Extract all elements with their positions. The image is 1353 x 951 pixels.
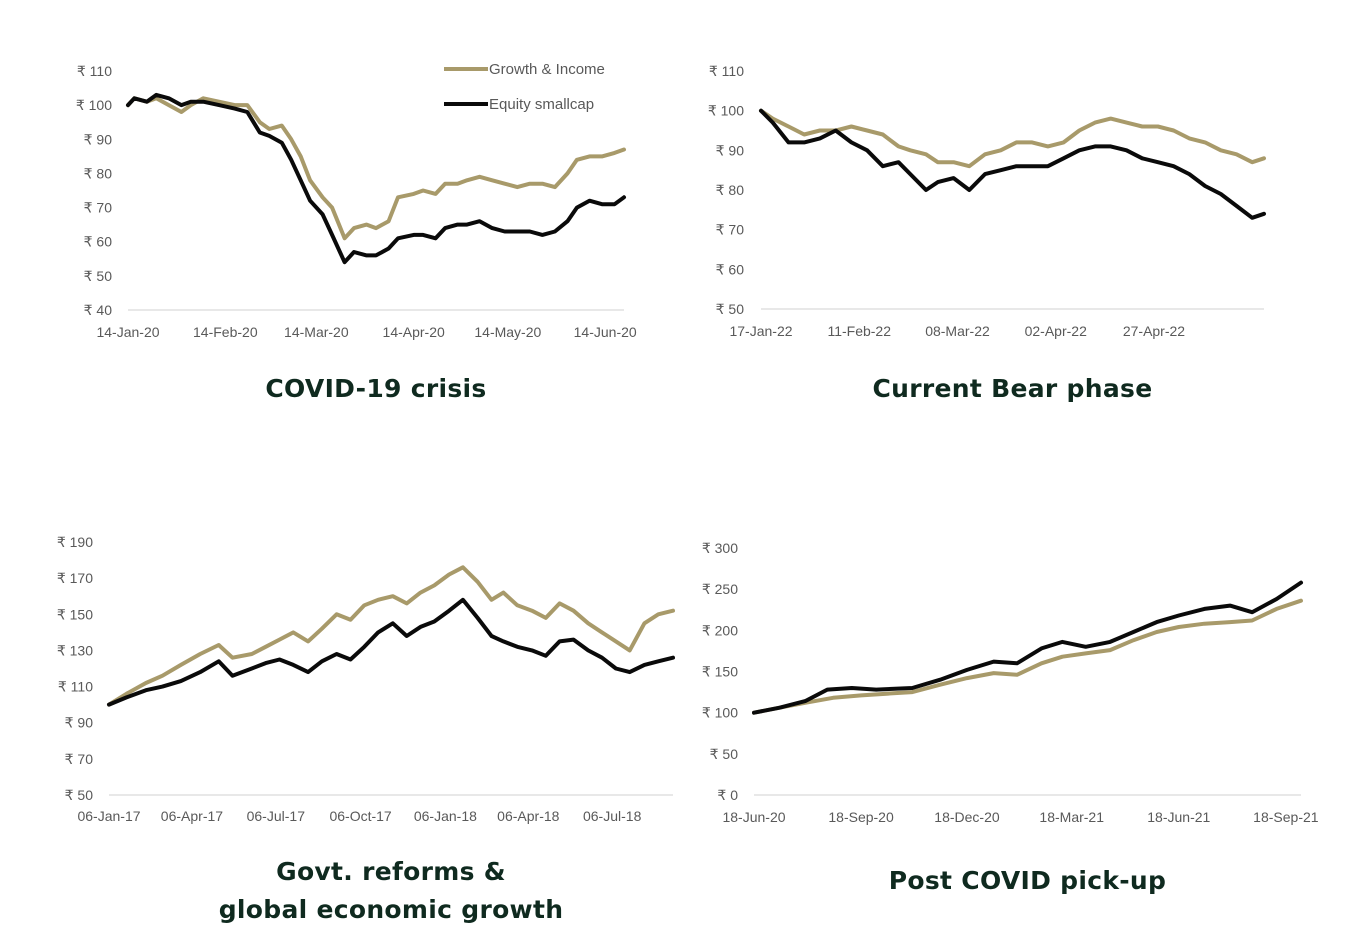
x-tick-label: 18-Mar-21 [1039,809,1104,825]
y-tick-label: ₹ 70 [65,751,94,767]
y-tick-label: ₹ 70 [84,200,113,216]
y-tick-label: ₹ 80 [716,182,745,198]
caption-line-1: Govt. reforms & [276,857,506,886]
y-tick-label: ₹ 150 [57,606,93,622]
series-line-equity-smallcap [759,108,1266,220]
legend-label: Equity smallcap [489,96,594,113]
x-tick-label: 11-Feb-22 [827,323,891,339]
series-line-equity-smallcap [752,580,1303,715]
y-tick-label: ₹ 90 [65,715,94,731]
y-tick-label: ₹ 110 [709,63,744,79]
x-tick-label: 06-Jul-17 [247,808,306,824]
caption-line-2: global economic growth [218,895,564,924]
y-tick-label: ₹ 0 [717,787,738,803]
y-tick-label: ₹ 190 [57,534,93,550]
x-tick-label: 14-Jan-20 [96,324,159,340]
chart-bear-phase: ₹ 50 ₹ 60 ₹ 70 ₹ 80 ₹ 90 ₹ 100 ₹ 110 17-Jan-22 1… [680,0,1353,420]
legend-label: Growth & Income [489,61,605,78]
y-tick-label: ₹ 150 [702,664,738,680]
caption-line: Current Bear phase [872,374,1153,403]
y-tick-label: ₹ 60 [84,234,113,250]
y-tick-label: ₹ 90 [716,142,745,158]
x-tick-label: 06-Jul-18 [583,808,642,824]
x-tick-label: 08-Mar-22 [925,323,990,339]
caption-line: Post COVID pick-up [888,866,1167,895]
series-line-growth-income [759,108,1266,169]
caption-bear: Current Bear phase [761,370,1264,408]
x-tick-label: 18-Sep-20 [828,809,894,825]
y-tick-label: ₹ 80 [84,165,113,181]
x-tick-label: 27-Apr-22 [1123,323,1185,339]
x-tick-label: 14-Feb-20 [193,324,258,340]
x-tick-label: 06-Jan-17 [77,808,140,824]
caption-line: COVID-19 crisis [265,374,487,403]
y-tick-label: ₹ 130 [57,642,93,658]
y-tick-label: ₹ 50 [716,301,745,317]
chart-svg-bear: ₹ 50 ₹ 60 ₹ 70 ₹ 80 ₹ 90 ₹ 100 ₹ 110 17-Jan-22 1… [708,63,1266,339]
chart-post-covid: ₹ 0 ₹ 50 ₹ 100 ₹ 150 ₹ 200 ₹ 250 ₹ 300 18-Jun-2… [680,480,1353,951]
y-tick-label: ₹ 100 [702,705,738,721]
series-line-growth-income [107,565,675,707]
caption-covid: COVID-19 crisis [128,370,624,408]
x-tick-label: 06-Apr-17 [161,808,223,824]
y-tick-label: ₹ 170 [57,570,93,586]
legend: Growth & Income Equity smallcap [444,61,605,113]
x-tick-label: 14-May-20 [474,324,541,340]
x-tick-label: 14-Mar-20 [284,324,349,340]
chart-svg-covid: ₹ 40 ₹ 50 ₹ 60 ₹ 70 ₹ 80 ₹ 90 ₹ 100 ₹ 110 14-Jan… [76,61,637,340]
x-tick-label: 06-Oct-17 [329,808,391,824]
x-tick-label: 06-Jan-18 [414,808,477,824]
chart-covid-crisis: ₹ 40 ₹ 50 ₹ 60 ₹ 70 ₹ 80 ₹ 90 ₹ 100 ₹ 110 14-Jan… [0,0,680,420]
chart-svg-reforms: ₹ 50 ₹ 70 ₹ 90 ₹ 110 ₹ 130 ₹ 150 ₹ 170 ₹ 190 06-… [57,534,675,824]
chart-svg-post-covid: ₹ 0 ₹ 50 ₹ 100 ₹ 150 ₹ 200 ₹ 250 ₹ 300 18-Jun-2… [702,540,1319,825]
y-tick-label: ₹ 60 [716,261,745,277]
caption-post-covid: Post COVID pick-up [754,862,1301,900]
y-tick-label: ₹ 40 [84,302,113,318]
series-line-growth-income [126,96,626,241]
x-tick-label: 14-Jun-20 [574,324,637,340]
x-tick-label: 18-Jun-20 [722,809,785,825]
y-tick-label: ₹ 100 [708,103,744,119]
x-tick-label: 14-Apr-20 [383,324,445,340]
y-tick-label: ₹ 70 [716,222,745,238]
y-tick-label: ₹ 90 [84,131,113,147]
y-tick-label: ₹ 250 [702,581,738,597]
y-tick-label: ₹ 300 [702,540,738,556]
caption-reforms: Govt. reforms & global economic growth [109,853,673,929]
y-tick-label: ₹ 200 [702,622,738,638]
y-tick-label: ₹ 100 [76,97,112,113]
series-line-growth-income [752,598,1303,715]
x-tick-label: 18-Dec-20 [934,809,1000,825]
y-tick-label: ₹ 110 [77,63,112,79]
x-tick-label: 18-Sep-21 [1253,809,1319,825]
y-tick-label: ₹ 50 [84,268,113,284]
x-tick-label: 18-Jun-21 [1147,809,1210,825]
chart-govt-reforms: ₹ 50 ₹ 70 ₹ 90 ₹ 110 ₹ 130 ₹ 150 ₹ 170 ₹ 190 06-… [0,480,680,951]
y-tick-label: ₹ 50 [710,746,739,762]
series-line-equity-smallcap [126,92,626,265]
x-tick-label: 17-Jan-22 [729,323,792,339]
y-tick-label: ₹ 110 [58,679,93,695]
y-tick-label: ₹ 50 [65,787,94,803]
x-tick-label: 06-Apr-18 [497,808,559,824]
series-line-equity-smallcap [107,597,675,707]
x-tick-label: 02-Apr-22 [1025,323,1087,339]
